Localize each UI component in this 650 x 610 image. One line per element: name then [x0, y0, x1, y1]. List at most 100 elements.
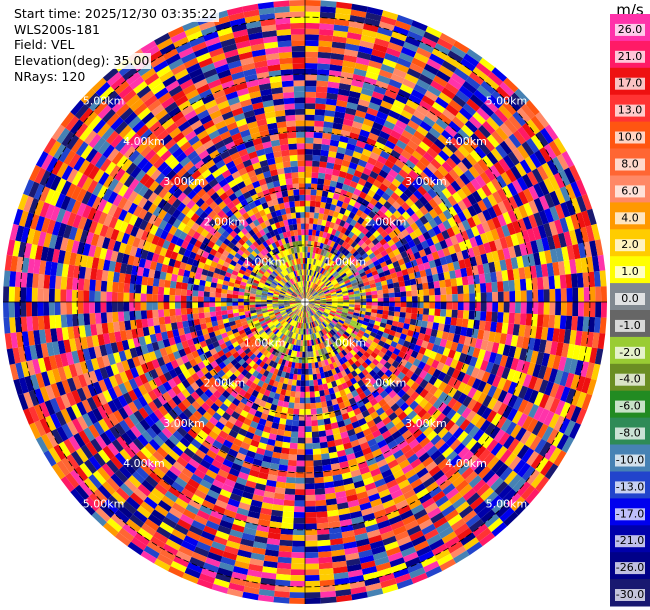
velocity-cell	[377, 74, 391, 85]
velocity-cell	[179, 513, 194, 526]
velocity-cell	[326, 215, 333, 222]
velocity-cell	[162, 256, 171, 266]
velocity-cell	[357, 98, 370, 108]
velocity-cell	[371, 358, 380, 366]
velocity-cell	[312, 307, 318, 312]
velocity-cell	[331, 298, 338, 301]
velocity-cell	[378, 525, 393, 535]
velocity-cell	[384, 187, 395, 197]
velocity-cell	[225, 503, 239, 513]
velocity-cell	[4, 333, 13, 350]
velocity-cell	[367, 322, 375, 329]
velocity-cell	[497, 377, 507, 390]
velocity-cell	[219, 342, 228, 350]
velocity-cell	[463, 239, 473, 250]
velocity-cell	[452, 214, 462, 225]
velocity-cell	[234, 512, 248, 522]
velocity-cell	[347, 26, 363, 35]
velocity-cell	[408, 155, 420, 166]
velocity-cell	[318, 281, 323, 287]
velocity-cell	[108, 412, 119, 426]
velocity-cell	[282, 441, 291, 449]
velocity-cell	[334, 438, 344, 447]
velocity-cell	[384, 407, 395, 417]
velocity-cell	[305, 194, 311, 201]
velocity-cell	[458, 352, 467, 363]
velocity-cell	[80, 500, 96, 516]
velocity-cell	[465, 514, 481, 528]
velocity-cell	[316, 69, 330, 76]
velocity-cell	[401, 375, 411, 384]
velocity-cell	[541, 327, 549, 341]
velocity-cell	[325, 307, 331, 311]
velocity-cell	[413, 508, 428, 520]
velocity-cell	[196, 509, 211, 521]
velocity-cell	[162, 381, 172, 392]
velocity-cell	[26, 272, 34, 288]
velocity-cell	[101, 354, 111, 367]
velocity-cell	[380, 249, 388, 257]
velocity-cell	[377, 293, 384, 299]
velocity-cell	[461, 141, 475, 154]
velocity-cell	[116, 341, 124, 352]
velocity-cell	[269, 313, 276, 318]
velocity-cell	[137, 483, 151, 497]
velocity-cell	[480, 80, 496, 95]
velocity-cell	[319, 323, 325, 330]
velocity-cell	[446, 184, 457, 196]
velocity-cell	[74, 466, 89, 482]
velocity-cell	[327, 156, 336, 164]
velocity-cell	[315, 97, 327, 105]
velocity-cell	[362, 82, 376, 92]
velocity-cell	[549, 206, 560, 222]
velocity-cell	[376, 458, 388, 468]
velocity-cell	[353, 243, 361, 251]
velocity-cell	[486, 439, 499, 453]
velocity-cell	[118, 321, 126, 332]
velocity-cell	[265, 543, 280, 552]
velocity-cell	[354, 145, 364, 154]
velocity-cell	[359, 249, 366, 257]
velocity-cell	[315, 402, 322, 409]
velocity-cell	[371, 270, 379, 276]
velocity-cell	[84, 496, 100, 512]
velocity-cell	[322, 262, 328, 269]
velocity-cell	[119, 419, 131, 433]
velocity-cell	[292, 320, 297, 327]
velocity-cell	[360, 212, 368, 220]
velocity-cell	[334, 274, 341, 280]
velocity-cell	[342, 333, 349, 340]
velocity-cell	[48, 447, 62, 464]
velocity-cell	[320, 395, 327, 403]
velocity-cell	[56, 460, 70, 477]
velocity-cell	[338, 351, 345, 359]
velocity-cell	[204, 286, 211, 292]
velocity-cell	[319, 274, 325, 281]
velocity-cell	[360, 423, 370, 432]
velocity-cell	[307, 295, 313, 300]
velocity-cell	[354, 229, 362, 237]
velocity-cell	[226, 309, 234, 315]
velocity-cell	[552, 261, 560, 276]
velocity-cell	[510, 233, 520, 247]
velocity-cell	[41, 217, 51, 233]
velocity-cell	[452, 302, 458, 310]
velocity-cell	[399, 192, 410, 202]
velocity-cell	[223, 509, 237, 519]
velocity-cell	[171, 528, 187, 541]
velocity-cell	[355, 431, 365, 440]
velocity-cell	[312, 448, 321, 455]
velocity-cell	[263, 490, 275, 499]
velocity-cell	[392, 368, 401, 377]
velocity-cell	[449, 137, 462, 150]
velocity-cell	[493, 332, 502, 344]
velocity-cell	[454, 269, 462, 279]
velocity-cell	[416, 545, 432, 557]
velocity-cell	[289, 319, 294, 325]
velocity-cell	[357, 134, 368, 144]
velocity-cell	[229, 577, 246, 587]
velocity-cell	[381, 125, 393, 135]
velocity-cell	[394, 173, 405, 184]
velocity-cell	[298, 316, 301, 323]
velocity-cell	[159, 324, 167, 333]
